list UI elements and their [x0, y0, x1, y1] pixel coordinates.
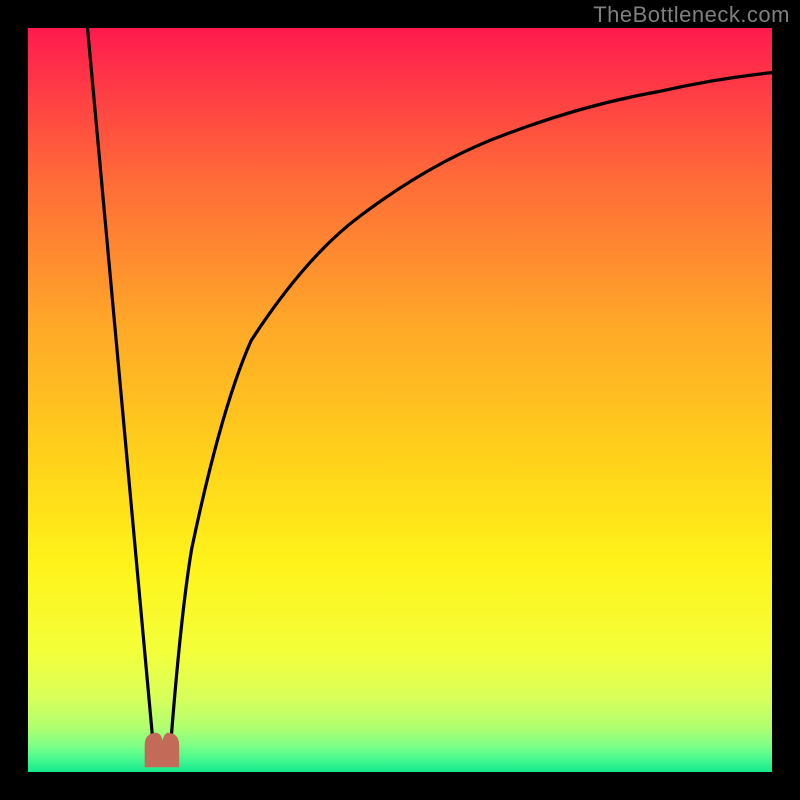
plot-background [28, 28, 772, 772]
watermark-text: TheBottleneck.com [593, 2, 790, 28]
bottleneck-chart [0, 0, 800, 800]
optimal-marker [145, 733, 178, 766]
chart-frame: TheBottleneck.com [0, 0, 800, 800]
